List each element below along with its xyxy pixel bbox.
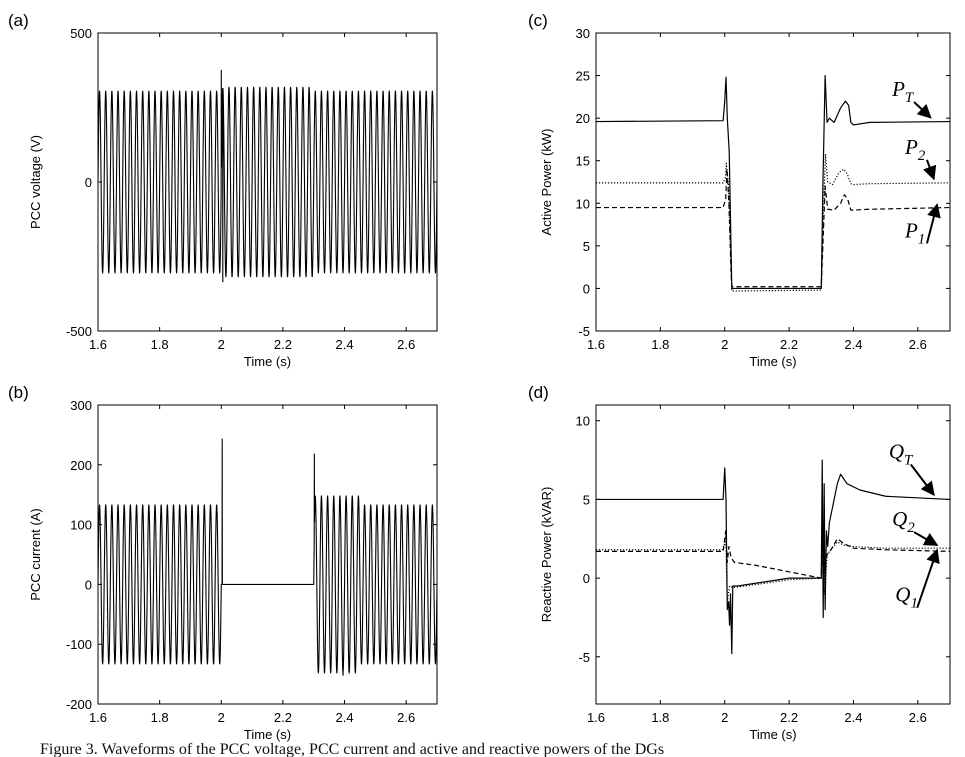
x-axis-label: Time (s) xyxy=(749,354,796,369)
panel-letter: (d) xyxy=(528,383,549,402)
y-tick-label: 100 xyxy=(70,518,92,533)
chart-panel-3: (c) 1.6 1.8 2 2.2 2.4 2.6 -5 0 5 10 15 20 25 30 Time (s… xyxy=(528,11,951,369)
y-tick-label: 0 xyxy=(583,571,590,586)
plot-area xyxy=(98,69,437,283)
x-tick-label: 2.4 xyxy=(844,710,862,725)
x-tick-label: 2.2 xyxy=(780,710,798,725)
x-tick-label: 1.6 xyxy=(587,337,605,352)
x-tick-label: 2.6 xyxy=(909,710,927,725)
annotation-arrow xyxy=(910,463,935,496)
x-tick-label: 1.8 xyxy=(651,710,669,725)
x-axis-label: Time (s) xyxy=(244,354,291,369)
series-line xyxy=(98,69,437,283)
y-tick-label: -100 xyxy=(66,637,92,652)
y-tick-label: 25 xyxy=(576,69,590,84)
x-axis-label: Time (s) xyxy=(244,727,291,742)
x-tick-label: 1.6 xyxy=(89,337,107,352)
y-tick-label: 10 xyxy=(576,414,590,429)
y-tick-label: -500 xyxy=(66,324,92,339)
series-label-qt: QT xyxy=(889,440,914,469)
series-label-q1: Q1 xyxy=(895,583,918,612)
chart-panel-1: (a) 1.6 1.8 2 2.2 2.4 2.6 -500 0 500 Time (s) PCC v… xyxy=(8,11,438,369)
plot-area xyxy=(98,438,437,676)
x-tick-label: 2 xyxy=(721,337,728,352)
series-line xyxy=(98,438,437,676)
y-tick-label: 10 xyxy=(576,196,590,211)
x-tick-label: 2.4 xyxy=(336,337,354,352)
x-tick-label: 2.2 xyxy=(780,337,798,352)
x-tick-label: 1.6 xyxy=(587,710,605,725)
x-tick-label: 1.8 xyxy=(151,710,169,725)
y-axis-label: PCC voltage (V) xyxy=(28,135,43,229)
x-tick-label: 2 xyxy=(218,710,225,725)
series-line-q1 xyxy=(596,530,950,579)
annotation-arrow xyxy=(916,548,940,609)
x-axis-label: Time (s) xyxy=(749,727,796,742)
x-tick-label: 2.4 xyxy=(844,337,862,352)
annotation-arrow xyxy=(923,159,937,181)
x-tick-label: 2.6 xyxy=(397,337,415,352)
x-tick-label: 2.4 xyxy=(336,710,354,725)
series-label-pt: PT xyxy=(891,77,915,106)
y-axis-label: Reactive Power (kVAR) xyxy=(539,487,554,623)
x-tick-label: 1.8 xyxy=(651,337,669,352)
annotation-arrow xyxy=(913,531,939,547)
series-label-q2: Q2 xyxy=(892,507,915,536)
series-line-pt xyxy=(596,74,950,290)
series-line-p1 xyxy=(596,168,950,288)
x-tick-label: 2.6 xyxy=(397,710,415,725)
series-line-qt xyxy=(596,459,950,655)
annotation-arrow xyxy=(913,101,932,119)
x-tick-label: 1.6 xyxy=(89,710,107,725)
series-label-p1: P1 xyxy=(904,218,925,247)
y-tick-label: 20 xyxy=(576,111,590,126)
x-tick-label: 2.2 xyxy=(274,337,292,352)
y-tick-label: 500 xyxy=(70,26,92,41)
plot-area xyxy=(596,459,950,655)
y-tick-label: 200 xyxy=(70,458,92,473)
y-tick-label: 15 xyxy=(576,154,590,169)
x-tick-label: 1.8 xyxy=(151,337,169,352)
series-line-p2 xyxy=(596,153,950,292)
x-tick-label: 2.6 xyxy=(909,337,927,352)
y-tick-label: 5 xyxy=(583,239,590,254)
y-tick-label: 30 xyxy=(576,26,590,41)
y-tick-label: -200 xyxy=(66,697,92,712)
chart-panel-4: (d) 1.6 1.8 2 2.2 2.4 2.6 -5 0 5 10 Time (s) Reactiv… xyxy=(528,383,951,742)
y-tick-label: 5 xyxy=(583,492,590,507)
plot-area xyxy=(596,74,950,292)
x-tick-label: 2 xyxy=(218,337,225,352)
chart-panel-2: (b) 1.6 1.8 2 2.2 2.4 2.6 -200 -100 0 100 200 300 Tim… xyxy=(8,383,438,742)
x-tick-label: 2.2 xyxy=(274,710,292,725)
axes-box xyxy=(595,32,951,332)
panel-letter: (b) xyxy=(8,383,29,402)
y-tick-label: -5 xyxy=(578,650,590,665)
y-axis-label: Active Power (kW) xyxy=(539,129,554,236)
panel-letter: (a) xyxy=(8,11,29,30)
y-tick-label: 0 xyxy=(85,577,92,592)
y-tick-label: -5 xyxy=(578,324,590,339)
figure-caption: Figure 3. Waveforms of the PCC voltage, … xyxy=(40,741,665,757)
y-tick-label: 300 xyxy=(70,398,92,413)
y-tick-label: 0 xyxy=(85,175,92,190)
axes-box xyxy=(595,404,951,705)
y-tick-label: 0 xyxy=(583,281,590,296)
series-label-p2: P2 xyxy=(904,135,926,164)
annotation-arrow xyxy=(925,203,941,244)
y-axis-label: PCC current (A) xyxy=(28,508,43,600)
panel-letter: (c) xyxy=(528,11,548,30)
x-tick-label: 2 xyxy=(721,710,728,725)
